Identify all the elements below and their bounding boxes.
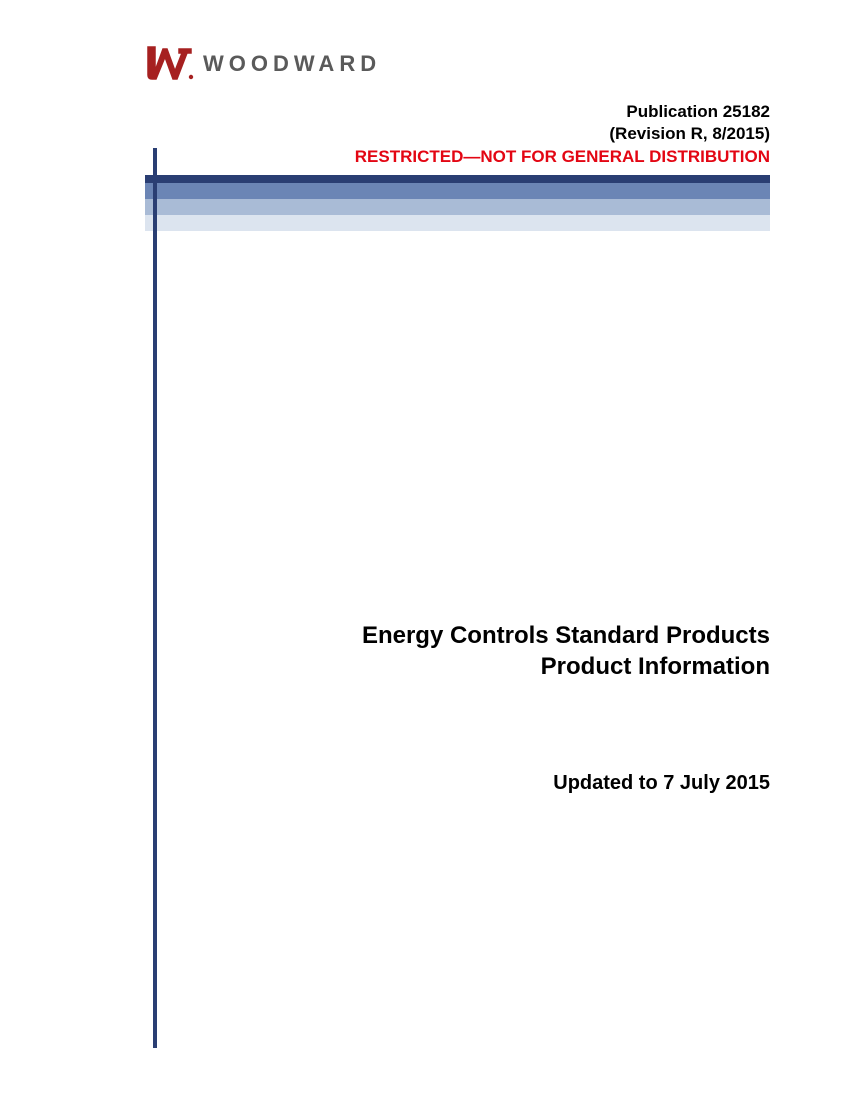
revision-info: (Revision R, 8/2015) bbox=[0, 123, 770, 145]
header-meta: Publication 25182 (Revision R, 8/2015) R… bbox=[0, 101, 770, 167]
vertical-rule bbox=[153, 148, 157, 1048]
document-title-line1: Energy Controls Standard Products bbox=[170, 620, 770, 651]
updated-date: Updated to 7 July 2015 bbox=[170, 772, 770, 795]
rule-gradient-3 bbox=[145, 215, 770, 231]
rule-main bbox=[145, 175, 770, 183]
horizontal-rule-block bbox=[145, 175, 770, 231]
logo-area: WOODWARD bbox=[145, 45, 770, 83]
rule-gradient-1 bbox=[145, 183, 770, 199]
document-title-line2: Product Information bbox=[170, 651, 770, 682]
restricted-notice: RESTRICTED—NOT FOR GENERAL DISTRIBUTION bbox=[0, 147, 770, 167]
publication-number: Publication 25182 bbox=[0, 101, 770, 123]
logo-brand-text: WOODWARD bbox=[203, 51, 381, 77]
woodward-logo-icon bbox=[145, 45, 195, 83]
content-area: Energy Controls Standard Products Produc… bbox=[170, 620, 770, 795]
rule-gradient-2 bbox=[145, 199, 770, 215]
document-page: WOODWARD Publication 25182 (Revision R, … bbox=[0, 0, 850, 1100]
